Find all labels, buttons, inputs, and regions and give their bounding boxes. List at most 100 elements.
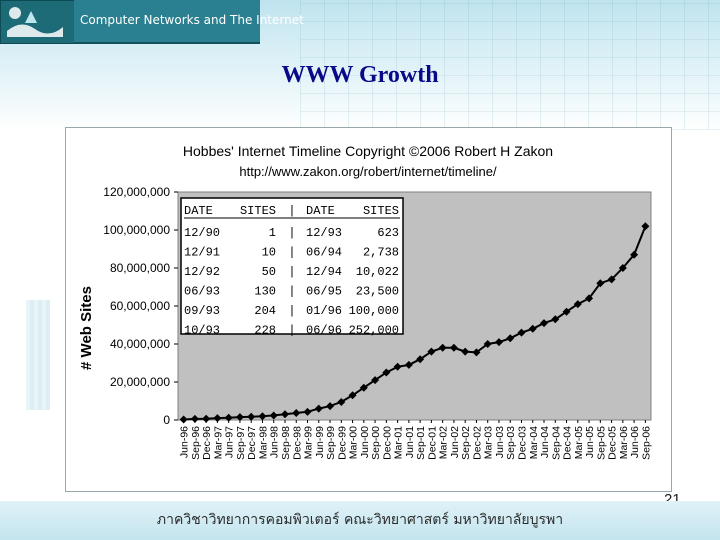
x-tick-label: Sep-01: [415, 426, 427, 460]
x-tick-label: Dec-04: [562, 426, 574, 460]
data-point: [472, 348, 481, 357]
data-point: [573, 300, 582, 309]
data-point: [404, 360, 413, 369]
www-growth-chart: Hobbes' Internet Timeline Copyright ©200…: [78, 143, 652, 460]
table-cell: 204: [254, 304, 276, 318]
y-tick-label: 120,000,000: [103, 185, 170, 199]
x-tick-label: Mar-97: [212, 426, 224, 459]
table-cell: 10: [262, 246, 276, 260]
table-cell: 12/92: [184, 265, 220, 279]
table-cell: |: [288, 246, 295, 260]
data-point: [235, 413, 244, 422]
data-point: [303, 407, 312, 416]
data-point: [190, 414, 199, 423]
data-point: [326, 402, 335, 411]
data-point: [494, 338, 503, 347]
university-logo: [0, 0, 76, 44]
x-tick-label: Dec-96: [201, 426, 213, 460]
data-point: [438, 343, 447, 352]
table-header-cell: SITES: [363, 204, 399, 218]
y-tick-label: 20,000,000: [110, 375, 170, 389]
chart-title: Hobbes' Internet Timeline Copyright ©200…: [183, 143, 553, 159]
y-tick-label: 60,000,000: [110, 299, 170, 313]
x-tick-label: Dec-03: [516, 426, 528, 460]
x-tick-label: Sep-00: [370, 426, 382, 460]
y-tick-label: 80,000,000: [110, 261, 170, 275]
data-point: [371, 376, 380, 385]
table-header-cell: DATE: [306, 204, 335, 218]
x-tick-label: Jun-05: [584, 426, 596, 458]
side-decoration: [26, 300, 50, 410]
table-cell: 12/90: [184, 226, 220, 240]
data-point: [540, 319, 549, 328]
table-cell: |: [288, 304, 295, 318]
x-tick-label: Sep-03: [505, 426, 517, 460]
course-header-bar: Computer Networks and The Internet: [74, 0, 304, 44]
chart-frame: Hobbes' Internet Timeline Copyright ©200…: [65, 127, 672, 492]
table-cell: 06/93: [184, 285, 220, 299]
x-tick-label: Mar-02: [438, 426, 450, 459]
x-tick-label: Jun-97: [224, 426, 236, 458]
y-tick-label: 0: [163, 413, 170, 427]
x-tick-label: Sep-99: [325, 426, 337, 460]
x-tick-label: Sep-04: [550, 426, 562, 460]
x-tick-label: Dec-00: [381, 426, 393, 460]
x-tick-label: Dec-99: [336, 426, 348, 460]
x-tick-label: Jun-03: [494, 426, 506, 458]
data-point: [641, 222, 650, 231]
table-cell: 06/95: [306, 285, 342, 299]
x-tick-label: Sep-02: [460, 426, 472, 460]
growth-table: [180, 197, 404, 335]
table-cell: 12/93: [306, 226, 342, 240]
table-cell: 10/93: [184, 324, 220, 338]
data-point: [314, 404, 323, 413]
table-cell: 1: [269, 226, 276, 240]
x-tick-label: Mar-98: [257, 426, 269, 459]
table-cell: 623: [377, 226, 399, 240]
x-tick-label: Jun-98: [269, 426, 281, 458]
table-cell: 12/94: [306, 265, 342, 279]
data-point: [337, 397, 346, 406]
x-tick-label: Mar-05: [573, 426, 585, 459]
data-point: [416, 355, 425, 364]
data-point: [269, 411, 278, 420]
table-cell: 06/96: [306, 324, 342, 338]
data-point: [224, 413, 233, 422]
x-tick-label: Sep-06: [640, 426, 652, 460]
x-tick-label: Mar-99: [303, 426, 315, 459]
y-axis-label: # Web Sites: [78, 286, 95, 370]
data-point: [359, 383, 368, 392]
data-point: [280, 410, 289, 419]
table-cell: 2,738: [363, 246, 399, 260]
data-point: [348, 391, 357, 400]
x-tick-label: Sep-05: [595, 426, 607, 460]
data-point: [528, 324, 537, 333]
data-point: [562, 307, 571, 316]
chart-subtitle: http://www.zakon.org/robert/internet/tim…: [239, 164, 497, 179]
circuit-pattern-decoration: [300, 0, 720, 130]
x-tick-label: Mar-00: [348, 426, 360, 459]
x-tick-label: Jun-04: [539, 426, 551, 458]
data-point: [202, 414, 211, 423]
data-point: [506, 334, 515, 343]
table-cell: |: [288, 324, 295, 338]
data-point: [596, 279, 605, 288]
x-tick-label: Mar-03: [483, 426, 495, 459]
table-cell: 50: [262, 265, 276, 279]
data-point: [483, 340, 492, 348]
table-cell: 01/96: [306, 304, 342, 318]
table-cell: 252,000: [349, 324, 399, 338]
y-tick-label: 100,000,000: [103, 223, 170, 237]
data-point: [258, 412, 267, 421]
x-tick-label: Jun-01: [404, 426, 416, 458]
footer-department-text: ภาควิชาวิทยาการคอมพิวเตอร์ คณะวิทยาศาสตร…: [156, 512, 564, 528]
x-tick-label: Jun-00: [359, 426, 371, 458]
data-point: [382, 368, 391, 377]
x-tick-label: Dec-01: [426, 426, 438, 460]
table-cell: 130: [254, 285, 276, 299]
x-tick-label: Sep-98: [280, 426, 292, 460]
x-tick-label: Jun-99: [314, 426, 326, 458]
data-point: [247, 412, 256, 421]
data-point: [427, 347, 436, 356]
course-title: Computer Networks and The Internet: [80, 13, 304, 27]
